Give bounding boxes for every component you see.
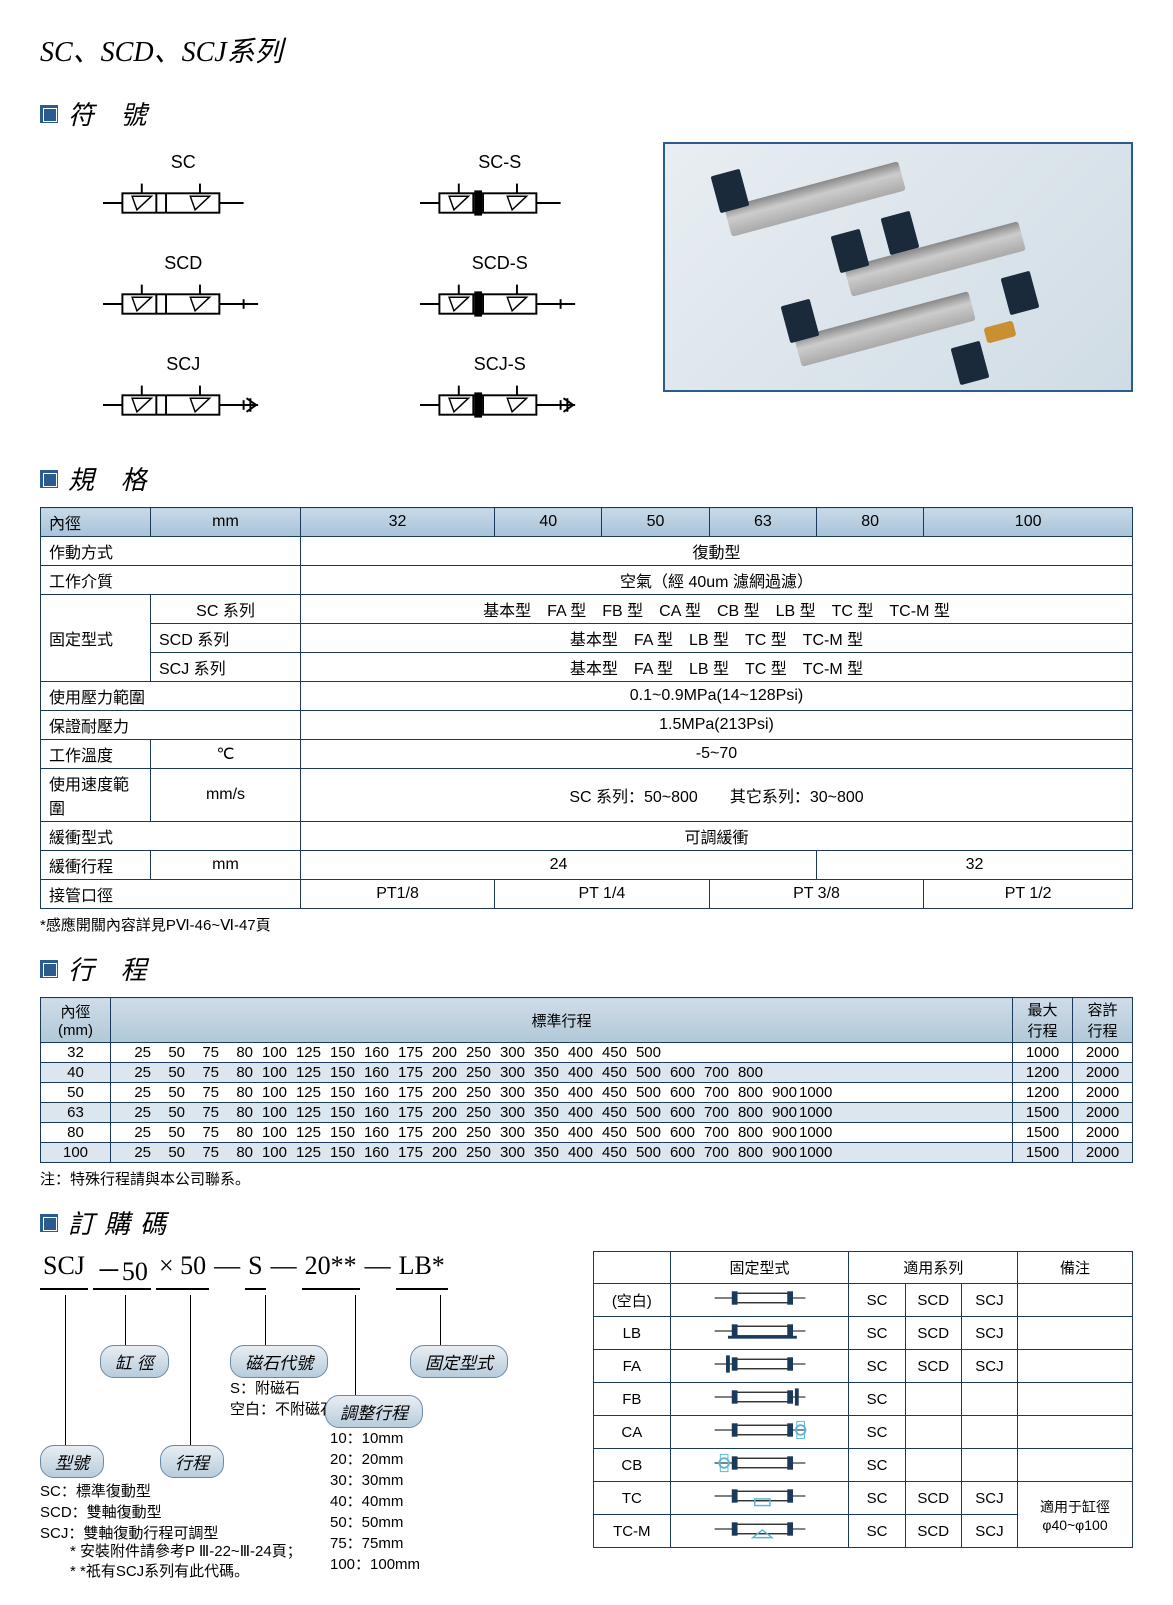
mount-row: LBSCSCDSCJ — [594, 1317, 1133, 1350]
code-part: — — [214, 1251, 240, 1290]
bullet-icon — [40, 960, 58, 978]
section-stroke-header: 行 程 — [40, 950, 1133, 987]
symbol-SCD-S: SCD-S — [357, 253, 644, 334]
spec-table: 內徑mm3240506380100作動方式復動型工作介質空氣（經 40um 濾網… — [40, 507, 1133, 909]
symbol-label: SCJ-S — [357, 354, 644, 375]
section-order-title: 訂購碼 — [68, 1204, 176, 1241]
bullet-icon — [40, 470, 58, 488]
pill-mount: 固定型式 — [410, 1345, 508, 1378]
stroke-row: 1002550758010012515016017520025030035040… — [41, 1143, 1133, 1163]
symbol-SC-S: SC-S — [357, 152, 644, 233]
section-specs-title: 規 格 — [68, 460, 157, 497]
product-photo — [663, 142, 1133, 392]
section-symbols-title: 符 號 — [68, 95, 157, 132]
code-part: — — [365, 1251, 391, 1290]
code-part: －50 — [93, 1251, 151, 1290]
section-specs-header: 規 格 — [40, 460, 1133, 497]
stroke-table: 內徑 (mm)標準行程最大 行程容許 行程3225507580100125150… — [40, 997, 1133, 1163]
mount-row: FASCSCDSCJ — [594, 1350, 1133, 1383]
section-symbols-header: 符 號 — [40, 95, 1133, 132]
symbol-SCJ: SCJ — [40, 354, 327, 435]
pill-model: 型號 — [40, 1445, 104, 1478]
symbol-SC: SC — [40, 152, 327, 233]
code-part: 20** — [302, 1251, 360, 1290]
symbol-label: SC-S — [357, 152, 644, 173]
mount-row: TCSCSCDSCJ適用于缸徑 φ40~φ100 — [594, 1482, 1133, 1515]
code-part: SCJ — [40, 1251, 88, 1290]
model-desc: SC：標準復動型 SCD：雙軸復動型 SCJ：雙軸復動行程可調型 — [40, 1480, 218, 1543]
code-part: × 50 — [156, 1251, 209, 1290]
code-part: — — [271, 1251, 297, 1290]
bullet-icon — [40, 105, 58, 123]
section-stroke-title: 行 程 — [68, 950, 157, 987]
symbol-SCJ-S: SCJ-S — [357, 354, 644, 435]
magnet-desc: S：附磁石 空白：不附磁石 — [230, 1377, 335, 1419]
order-code: SCJ－50× 50—S—20**—LB* — [40, 1251, 578, 1290]
stroke-row: 8025507580100125150160175200250300350400… — [41, 1123, 1133, 1143]
symbol-label: SCD — [40, 253, 327, 274]
main-title: SC、SCD、SCJ系列 — [40, 30, 1133, 70]
pill-bore: 缸 徑 — [100, 1345, 169, 1378]
code-part: LB* — [396, 1251, 448, 1290]
mount-row: CBSC — [594, 1449, 1133, 1482]
order-diagram: SCJ－50× 50—S—20**—LB* 缸 徑 磁石代號 固定型式 S：附磁… — [40, 1251, 578, 1575]
stroke-row: 3225507580100125150160175200250300350400… — [41, 1043, 1133, 1063]
spec-footnote: *感應開關內容詳見PⅥ-46~Ⅵ-47頁 — [40, 914, 1133, 935]
stroke-row: 5025507580100125150160175200250300350400… — [41, 1083, 1133, 1103]
symbol-SCD: SCD — [40, 253, 327, 334]
stroke-row: 6325507580100125150160175200250300350400… — [41, 1103, 1133, 1123]
symbol-label: SCD-S — [357, 253, 644, 274]
order-footnote-1: * 安裝附件請參考P Ⅲ-22~Ⅲ-24頁； — [70, 1540, 302, 1561]
stroke-footnote: 注：特殊行程請與本公司聯系。 — [40, 1168, 1133, 1189]
mount-table: 固定型式適用系列備注(空白)SCSCDSCJLBSCSCDSCJFASCSCDS… — [593, 1251, 1133, 1548]
bullet-icon — [40, 1214, 58, 1232]
pill-adjust: 調整行程 — [325, 1395, 423, 1428]
stroke-row: 4025507580100125150160175200250300350400… — [41, 1063, 1133, 1083]
symbol-label: SC — [40, 152, 327, 173]
adjust-desc: 10：10mm 20：20mm 30：30mm 40：40mm 50：50mm … — [330, 1427, 420, 1574]
symbols-grid: SC SC-S SCD SCD-S SCJ SCJ-S — [40, 142, 643, 445]
pill-stroke: 行程 — [160, 1445, 224, 1478]
mount-row: CASC — [594, 1416, 1133, 1449]
code-part: S — [245, 1251, 265, 1290]
mount-row: (空白)SCSCDSCJ — [594, 1284, 1133, 1317]
order-footnote-2: * *祇有SCJ系列有此代碼。 — [70, 1560, 249, 1581]
section-order-header: 訂購碼 — [40, 1204, 1133, 1241]
symbol-label: SCJ — [40, 354, 327, 375]
mount-row: FBSC — [594, 1383, 1133, 1416]
pill-magnet: 磁石代號 — [230, 1345, 328, 1378]
